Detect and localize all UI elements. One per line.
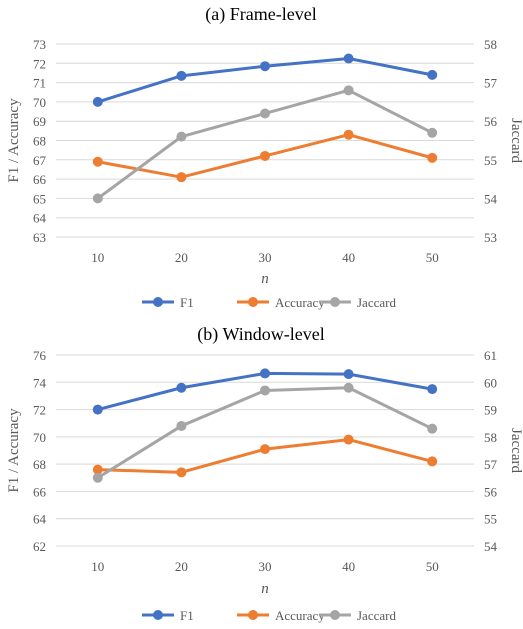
jaccard-data-point (176, 131, 187, 142)
y-axis-label: F1 / Accuracy (6, 98, 22, 183)
y-tick-label: 72 (33, 403, 46, 418)
accuracy-data-point (176, 172, 187, 183)
x-tick-label: 20 (175, 250, 188, 265)
y-tick-label: 71 (33, 76, 46, 91)
x-tick-label: 10 (91, 250, 104, 265)
chart-title: (a) Frame-level (205, 4, 316, 25)
y-tick-label: 62 (33, 539, 46, 554)
jaccard-data-point (92, 472, 103, 483)
jaccard-data-point (343, 382, 354, 393)
legend-marker-jaccard (330, 610, 340, 620)
y-tick-label: 69 (33, 114, 46, 129)
legend-label-jaccard: Jaccard (357, 608, 396, 623)
y2-tick-label: 57 (484, 457, 498, 472)
y2-tick-label: 54 (484, 539, 498, 554)
jaccard-data-point (260, 385, 270, 396)
legend-marker-jaccard (330, 297, 340, 307)
x-tick-label: 20 (175, 559, 188, 574)
f1-data-point (343, 369, 354, 380)
y-tick-label: 63 (33, 230, 46, 245)
chart-2: (b) Window-level 62 64 66 68 70 72 74 76 54 55 56 57… (6, 324, 523, 623)
x-tick-label: 50 (426, 250, 439, 265)
f1-data-point (427, 69, 438, 80)
y2-axis-label: Jaccard (508, 428, 523, 473)
x-tick-label: 50 (426, 559, 439, 574)
y-tick-label: 72 (33, 56, 46, 71)
y2-tick-label: 59 (484, 403, 497, 418)
x-axis-label: n (261, 581, 269, 597)
x-tick-label: 30 (259, 250, 272, 265)
accuracy-data-point (92, 156, 103, 167)
y-tick-label: 76 (33, 348, 47, 363)
y-axis-label: F1 / Accuracy (6, 408, 22, 493)
y-tick-label: 74 (33, 375, 47, 390)
legend-label-f1: F1 (180, 608, 194, 623)
y2-tick-label: 57 (484, 76, 498, 91)
f1-data-point (260, 368, 270, 379)
legend-marker-accuracy (248, 610, 258, 620)
y-tick-label: 68 (33, 134, 46, 149)
legend-label-accuracy: Accuracy (275, 608, 325, 623)
x-tick-label: 40 (342, 250, 355, 265)
legend-marker-f1 (153, 297, 163, 307)
x-axis-label: n (261, 271, 269, 287)
y2-axis-label: Jaccard (508, 118, 523, 163)
accuracy-data-point (92, 464, 103, 475)
y2-tick-label: 54 (484, 191, 498, 206)
jaccard-data-point (92, 193, 103, 204)
y2-tick-label: 55 (484, 153, 497, 168)
x-tick-label: 10 (91, 559, 104, 574)
accuracy-data-point (343, 434, 354, 445)
legend-label-jaccard: Jaccard (357, 295, 396, 310)
legend-label-f1: F1 (180, 295, 194, 310)
x-tick-label: 30 (259, 559, 272, 574)
y-tick-label: 64 (33, 512, 47, 527)
chart-1: (a) Frame-level 63 64 65 66 67 68 69 70 71 72 73 53 5… (6, 4, 523, 310)
f1-data-point (260, 61, 270, 72)
legend-label-accuracy: Accuracy (275, 295, 325, 310)
y-tick-label: 66 (33, 172, 47, 187)
f1-data-point (176, 70, 187, 81)
y2-tick-label: 56 (484, 114, 498, 129)
y-tick-label: 70 (33, 430, 46, 445)
y-tick-label: 65 (33, 191, 46, 206)
y2-tick-label: 56 (484, 484, 498, 499)
y2-tick-label: 61 (484, 348, 497, 363)
y-tick-label: 70 (33, 95, 46, 110)
y-tick-label: 68 (33, 457, 46, 472)
jaccard-data-point (260, 108, 270, 119)
y-tick-label: 67 (33, 153, 47, 168)
legend-marker-accuracy (248, 297, 258, 307)
x-tick-label: 40 (342, 559, 355, 574)
y2-tick-label: 58 (484, 430, 497, 445)
f1-data-point (427, 384, 438, 395)
f1-data-point (343, 53, 354, 64)
y-tick-label: 73 (33, 37, 46, 52)
accuracy-data-point (260, 444, 270, 455)
y2-tick-label: 58 (484, 37, 497, 52)
y2-tick-label: 55 (484, 512, 497, 527)
accuracy-data-point (260, 150, 270, 161)
y-tick-label: 66 (33, 484, 47, 499)
accuracy-data-point (427, 152, 438, 163)
legend-marker-f1 (153, 610, 163, 620)
y2-tick-label: 53 (484, 230, 497, 245)
jaccard-data-point (176, 420, 187, 431)
jaccard-data-point (343, 85, 354, 96)
y2-tick-label: 60 (484, 375, 497, 390)
accuracy-data-point (427, 456, 438, 467)
y-tick-label: 64 (33, 211, 47, 226)
f1-data-point (92, 96, 103, 107)
f1-data-point (176, 382, 187, 393)
accuracy-data-point (343, 129, 354, 140)
chart-title: (b) Window-level (197, 324, 324, 345)
jaccard-data-point (427, 127, 438, 138)
f1-data-point (92, 404, 103, 415)
accuracy-data-point (176, 467, 187, 478)
jaccard-data-point (427, 423, 438, 434)
